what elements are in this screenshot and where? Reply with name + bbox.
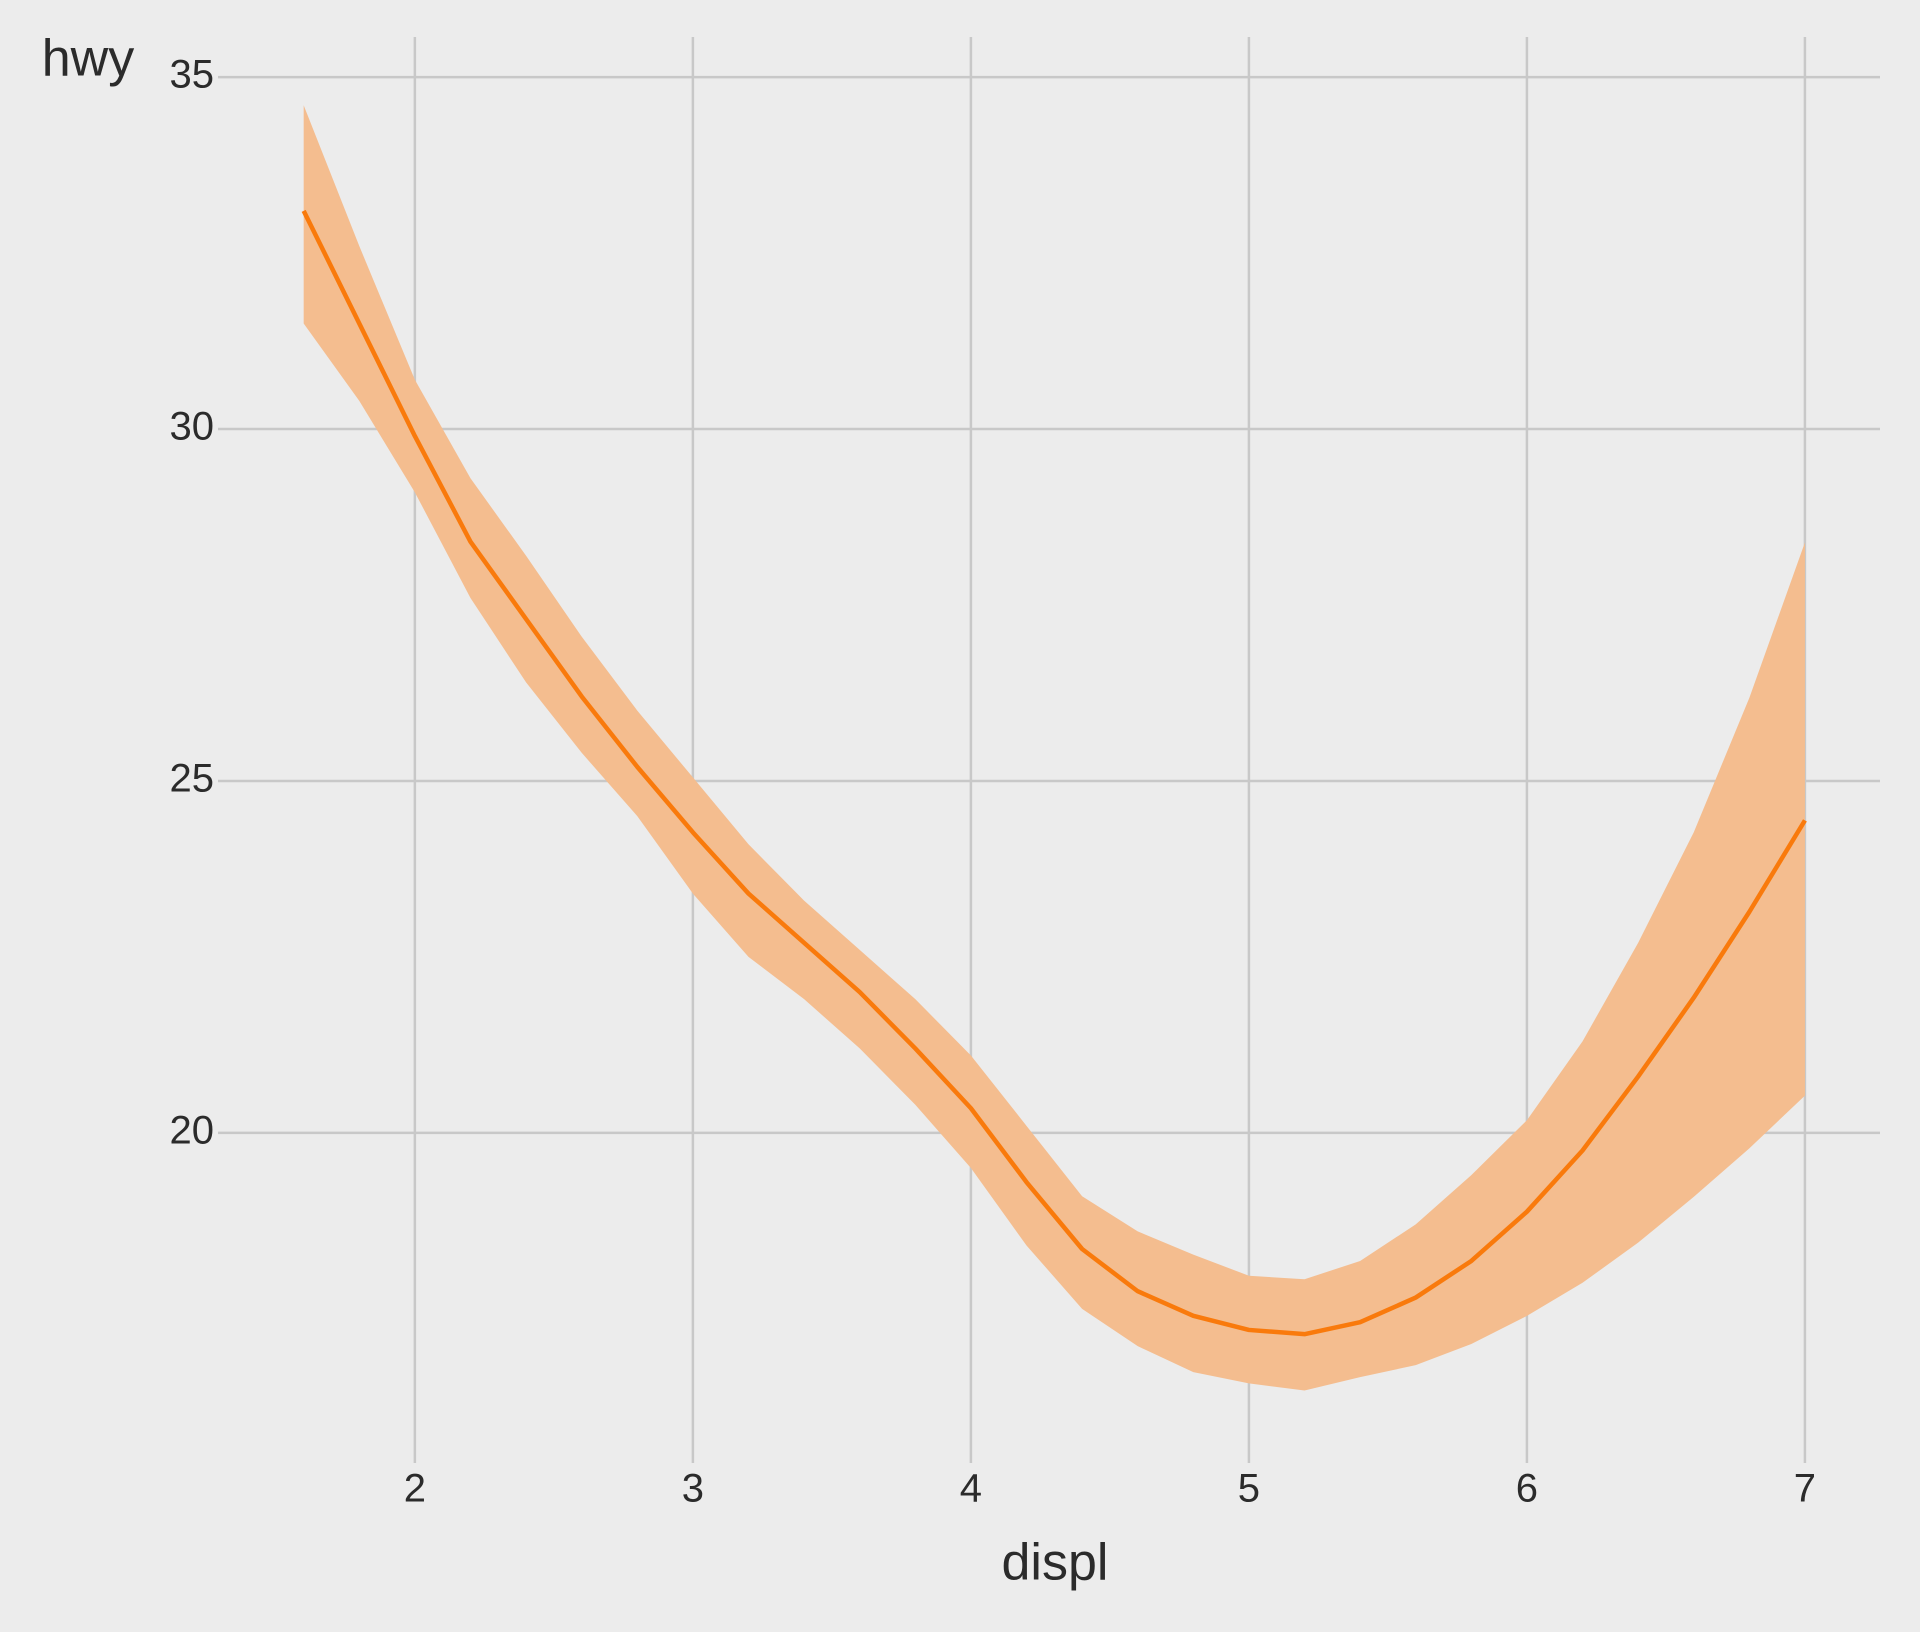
y-tick-label: 20 [170,1108,215,1152]
line [301,209,1807,1337]
y-tick-label: 30 [170,405,215,449]
x-tick-label: 2 [404,1467,426,1511]
confidence-band [303,105,1805,1391]
x-tick-label: 6 [1516,1467,1538,1511]
x-axis-label: displ [1002,1534,1109,1592]
y-axis-label: hwy [42,30,134,88]
y-tick-label: 35 [170,53,215,97]
x-tick-label: 5 [1238,1467,1260,1511]
x-tick-label: 7 [1794,1467,1816,1511]
x-tick-label: 3 [682,1467,704,1511]
y-tick-label: 25 [170,757,215,801]
x-tick-label: 4 [960,1467,982,1511]
